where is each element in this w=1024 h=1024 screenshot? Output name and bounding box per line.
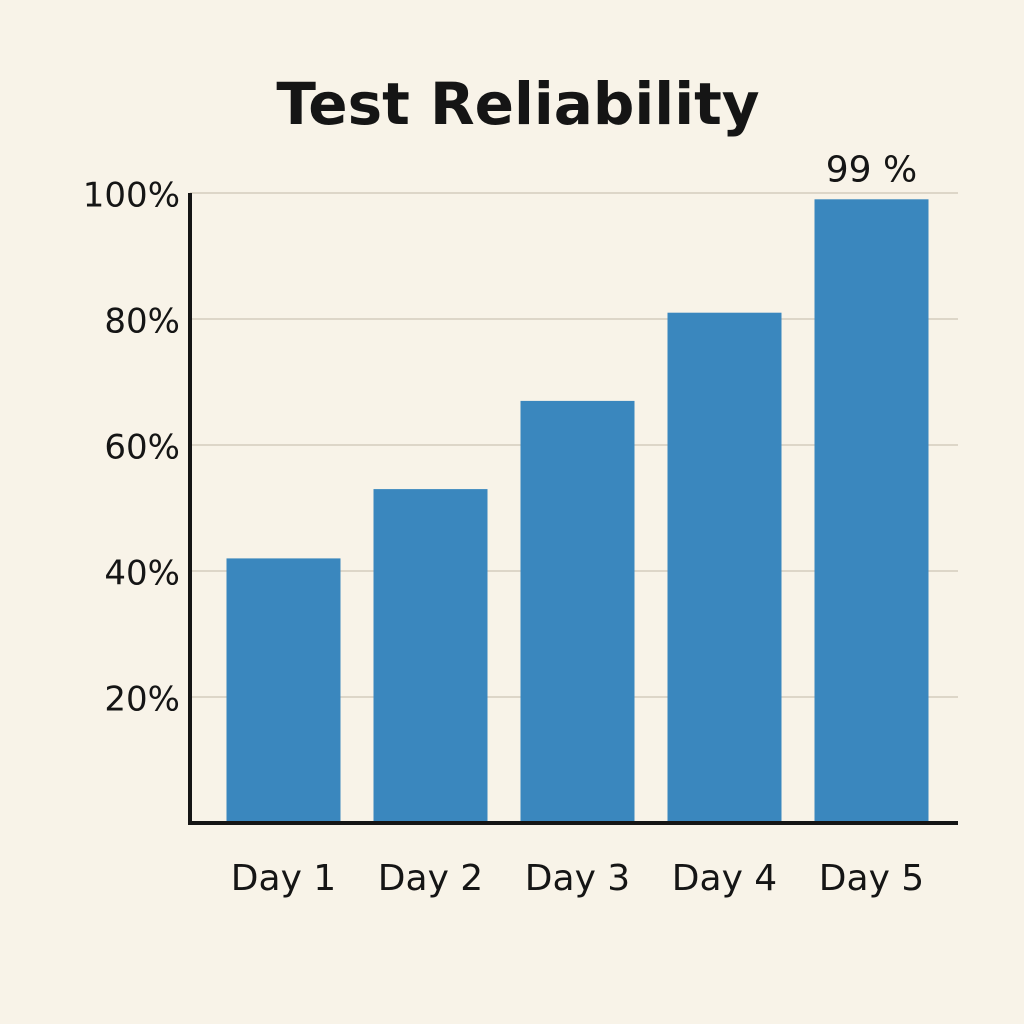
bar xyxy=(667,312,782,823)
bar xyxy=(814,199,929,824)
y-tick-label: 80% xyxy=(104,302,180,342)
x-tick-label: Day 3 xyxy=(525,858,630,899)
bar xyxy=(226,558,341,823)
data-label: 99 % xyxy=(826,149,917,190)
x-tick-label: Day 4 xyxy=(672,858,777,899)
x-tick-label: Day 5 xyxy=(819,858,924,899)
bar xyxy=(520,400,635,823)
x-tick-label: Day 2 xyxy=(378,858,483,899)
x-tick-label: Day 1 xyxy=(231,858,336,899)
y-tick-label: 60% xyxy=(104,428,180,468)
y-tick-label: 100% xyxy=(83,176,180,216)
y-tick-label: 20% xyxy=(104,680,180,720)
y-tick-label: 40% xyxy=(104,554,180,594)
chart-title: Test Reliability xyxy=(276,70,759,138)
bar xyxy=(373,489,488,823)
